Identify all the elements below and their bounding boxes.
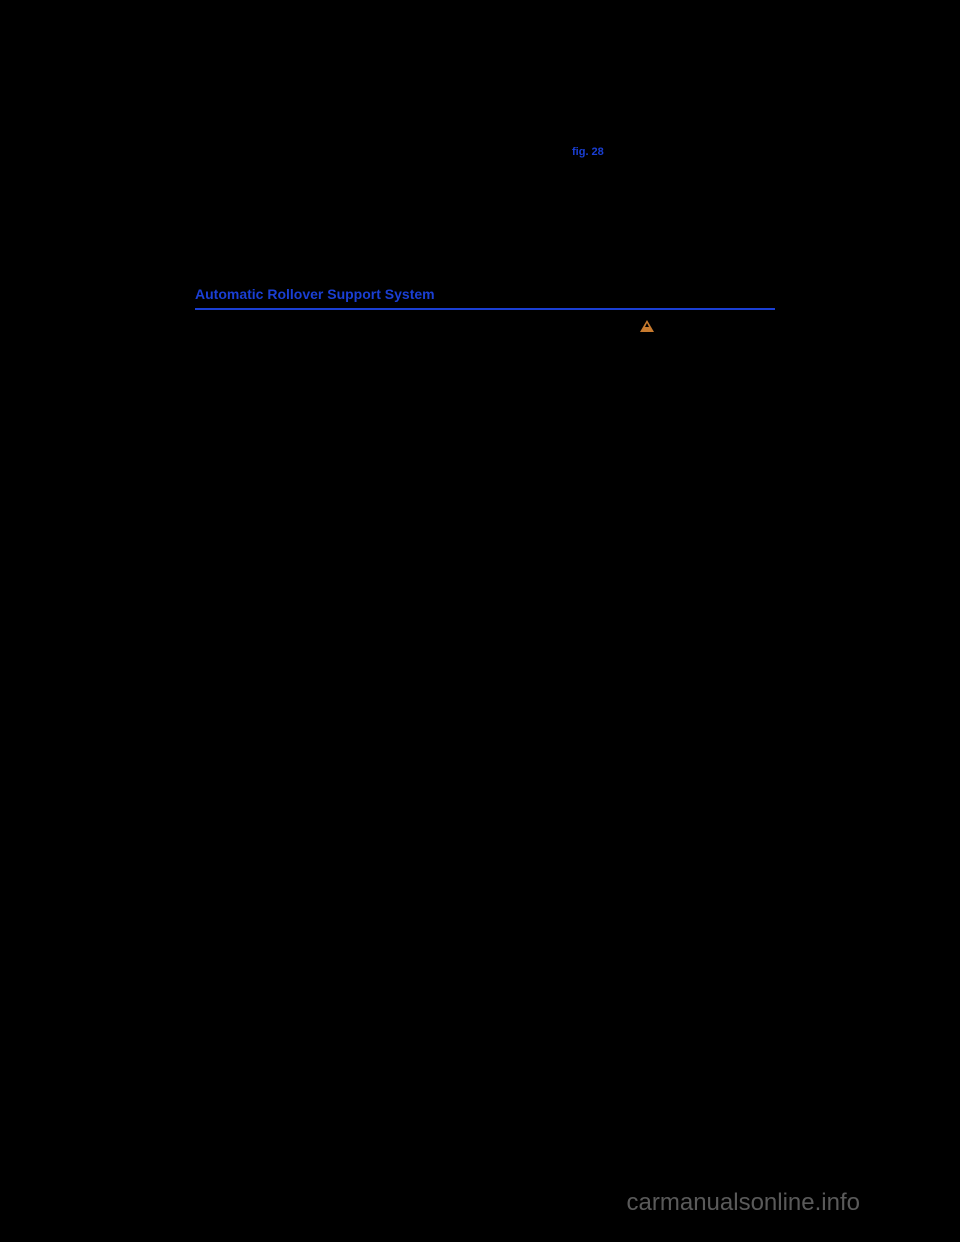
section-container: Automatic Rollover Support System [195,286,775,310]
watermark-text: carmanualsonline.info [627,1189,860,1216]
section-underline [195,308,775,310]
section-heading-text: Automatic Rollover Support System [195,286,435,302]
figure-reference-link[interactable]: fig. 28 [572,146,604,158]
watermark: carmanualsonline.info [627,1189,860,1217]
section-heading-link[interactable]: Automatic Rollover Support System [195,286,775,306]
figure-reference-text: fig. 28 [572,146,604,158]
warning-triangle-icon [640,320,654,332]
